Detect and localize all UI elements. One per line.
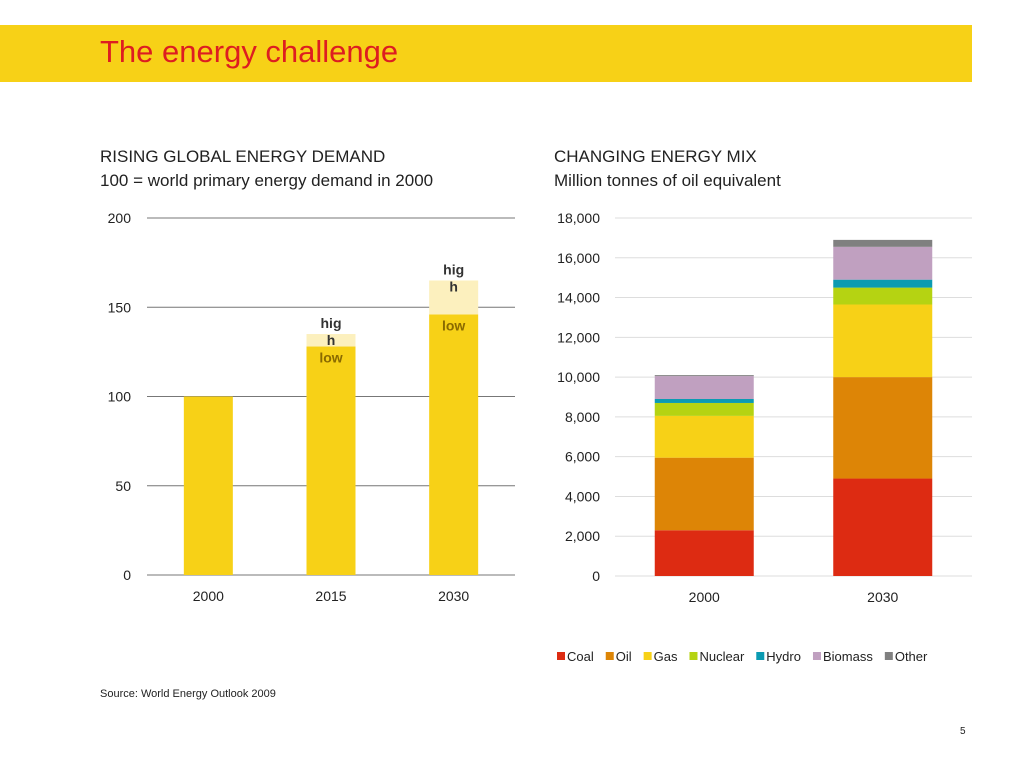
mix-bar-segment-oil — [654, 457, 754, 531]
mix-y-tick-label: 8,000 — [565, 409, 600, 425]
mix-y-tick-label: 14,000 — [557, 290, 600, 306]
mix-bar-segment-other — [833, 239, 933, 247]
legend-label-gas: Gas — [654, 649, 678, 664]
title-banner — [0, 25, 972, 82]
legend-label-hydro: Hydro — [766, 649, 801, 664]
legend-label-other: Other — [895, 649, 928, 664]
mix-y-tick-label: 0 — [592, 568, 600, 584]
legend-swatch-coal — [557, 652, 565, 660]
demand-y-tick-label: 50 — [115, 478, 131, 494]
demand-high-range — [306, 334, 356, 347]
mix-bar-segment-oil — [833, 377, 933, 479]
legend-label-oil: Oil — [616, 649, 632, 664]
mix-chart-subtitle: Million tonnes of oil equivalent — [554, 171, 781, 190]
mix-bar-segment-nuclear — [654, 402, 754, 416]
mix-bar-segment-coal — [833, 478, 933, 576]
demand-high-label: hig — [321, 315, 342, 331]
demand-bar — [306, 346, 356, 575]
mix-bar-segment-hydro — [654, 398, 754, 403]
legend-swatch-gas — [643, 652, 652, 660]
slide-title: The energy challenge — [100, 34, 399, 69]
mix-x-tick-label: 2030 — [867, 589, 898, 605]
source-note: Source: World Energy Outlook 2009 — [100, 688, 276, 700]
demand-y-tick-label: 150 — [108, 299, 132, 315]
demand-high-label: hig — [443, 261, 464, 277]
mix-y-tick-label: 12,000 — [557, 329, 600, 345]
demand-chart-heading: RISING GLOBAL ENERGY DEMAND 100 = world … — [100, 145, 433, 193]
demand-y-tick-label: 0 — [123, 567, 131, 583]
legend-swatch-nuclear — [689, 652, 698, 660]
mix-y-tick-label: 10,000 — [557, 369, 600, 385]
mix-bar-segment-biomass — [654, 376, 754, 399]
demand-chart-title: RISING GLOBAL ENERGY DEMAND — [100, 147, 386, 166]
demand-low-label: low — [442, 317, 465, 333]
mix-y-tick-label: 2,000 — [565, 528, 600, 544]
mix-bar-segment-nuclear — [833, 287, 933, 305]
mix-bar-segment-gas — [833, 304, 933, 378]
demand-bar — [183, 396, 233, 575]
mix-y-tick-label: 6,000 — [565, 449, 600, 465]
mix-bar-segment-hydro — [833, 279, 933, 288]
mix-bar-segment-coal — [654, 530, 754, 576]
mix-y-tick-label: 18,000 — [557, 210, 600, 226]
legend-swatch-other — [884, 652, 893, 660]
demand-bar — [429, 314, 479, 575]
demand-low-label: low — [319, 350, 342, 366]
mix-bar-segment-gas — [654, 415, 754, 458]
legend-swatch-biomass — [812, 652, 821, 660]
demand-y-tick-label: 200 — [108, 210, 132, 226]
mix-y-tick-label: 4,000 — [565, 488, 600, 504]
mix-x-tick-label: 2000 — [689, 589, 720, 605]
demand-high-label: h — [449, 278, 458, 294]
mix-y-tick-label: 16,000 — [557, 250, 600, 266]
legend-label-nuclear: Nuclear — [699, 649, 744, 664]
demand-x-tick-label: 2015 — [315, 588, 346, 604]
mix-chart-title: CHANGING ENERGY MIX — [554, 147, 757, 166]
mix-bar-segment-other — [654, 375, 754, 377]
demand-high-label: h — [327, 332, 336, 348]
demand-high-range — [429, 280, 479, 315]
legend-swatch-oil — [605, 652, 614, 660]
page-number: 5 — [960, 726, 966, 737]
demand-x-tick-label: 2000 — [193, 588, 224, 604]
demand-y-tick-label: 100 — [108, 389, 132, 405]
demand-chart-subtitle: 100 = world primary energy demand in 200… — [100, 171, 434, 190]
legend-label-biomass: Biomass — [823, 649, 873, 664]
mix-bar-segment-biomass — [833, 246, 933, 280]
legend-label-coal: Coal — [567, 649, 594, 664]
legend-swatch-hydro — [756, 652, 765, 660]
demand-x-tick-label: 2030 — [438, 588, 469, 604]
mix-chart-heading: CHANGING ENERGY MIX Million tonnes of oi… — [554, 145, 781, 193]
